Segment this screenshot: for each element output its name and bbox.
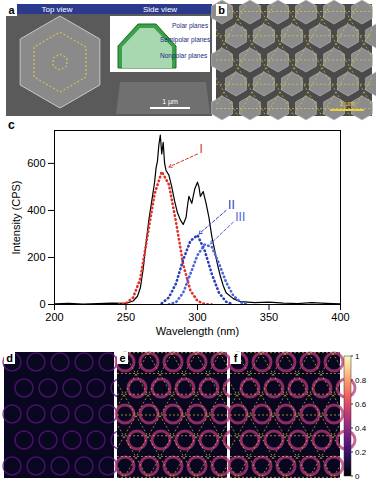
- svg-text:e: e: [119, 352, 125, 364]
- svg-text:200: 200: [27, 251, 45, 263]
- svg-text:0.4: 0.4: [355, 424, 367, 433]
- svg-text:1 µm: 1 µm: [162, 98, 178, 106]
- svg-text:Intensity (CPS): Intensity (CPS): [10, 181, 22, 255]
- svg-text:I: I: [200, 142, 203, 156]
- svg-text:0.2: 0.2: [355, 448, 367, 457]
- svg-text:0: 0: [39, 298, 45, 310]
- svg-text:Nonpolar planes: Nonpolar planes: [160, 52, 208, 60]
- svg-text:600: 600: [27, 157, 45, 169]
- svg-text:II: II: [228, 198, 235, 212]
- svg-text:250: 250: [117, 311, 135, 323]
- svg-text:400: 400: [27, 204, 45, 216]
- svg-text:1 µm: 1 µm: [339, 100, 355, 108]
- svg-text:0: 0: [355, 472, 360, 481]
- svg-text:Top view: Top view: [41, 5, 72, 14]
- svg-text:b: b: [218, 4, 225, 16]
- html-text:c: c: [8, 118, 15, 132]
- svg-text:III: III: [235, 210, 245, 224]
- svg-text:d: d: [6, 352, 13, 364]
- svg-text:Wavelength (nm): Wavelength (nm): [156, 325, 239, 337]
- svg-text:0.6: 0.6: [355, 400, 367, 409]
- svg-text:Polar planes: Polar planes: [172, 22, 209, 30]
- svg-text:300: 300: [188, 311, 206, 323]
- svg-text:f: f: [234, 352, 238, 364]
- svg-text:400: 400: [331, 311, 349, 323]
- svg-text:200: 200: [45, 311, 63, 323]
- svg-text:a: a: [8, 4, 15, 16]
- svg-text:350: 350: [260, 311, 278, 323]
- svg-text:0.8: 0.8: [355, 376, 367, 385]
- svg-text:1: 1: [355, 352, 360, 361]
- svg-text:Side view: Side view: [143, 5, 177, 14]
- svg-text:Semipolar planes: Semipolar planes: [160, 36, 211, 44]
